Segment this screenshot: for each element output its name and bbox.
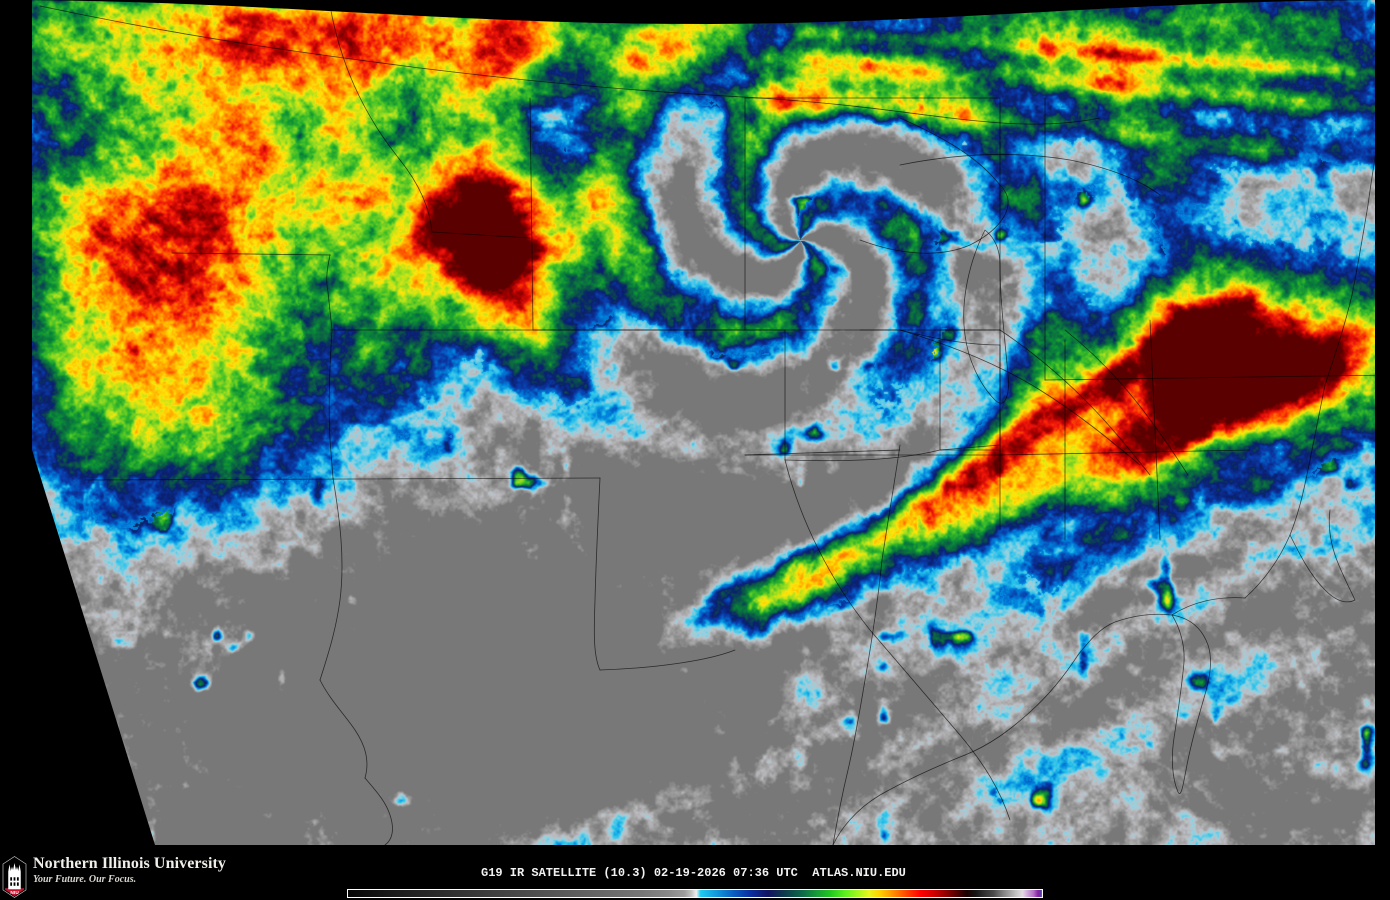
svg-text:NIU: NIU xyxy=(10,890,19,896)
